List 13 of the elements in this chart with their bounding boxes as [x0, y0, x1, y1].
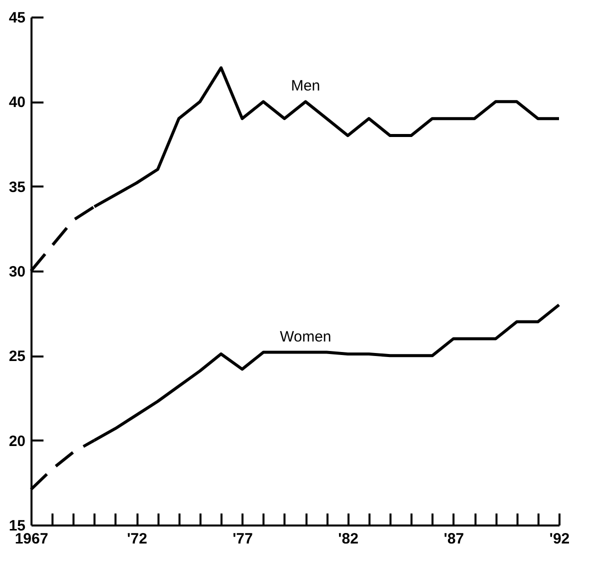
y-tick-label: 30: [8, 264, 26, 280]
y-tick-label: 40: [8, 94, 26, 112]
series-label: Men: [290, 78, 320, 95]
x-tick-label: '72: [126, 530, 148, 548]
x-tick-label: '87: [444, 530, 464, 548]
y-tick-label: 20: [8, 432, 26, 450]
x-tick-label: '92: [549, 530, 570, 548]
x-tick-label: '77: [232, 530, 253, 548]
x-tick-label: '82: [338, 530, 358, 548]
series-label: Women: [280, 328, 332, 346]
y-tick-label: 25: [8, 348, 26, 366]
y-tick-label: 45: [8, 10, 26, 26]
y-tick-label: 35: [8, 178, 26, 196]
